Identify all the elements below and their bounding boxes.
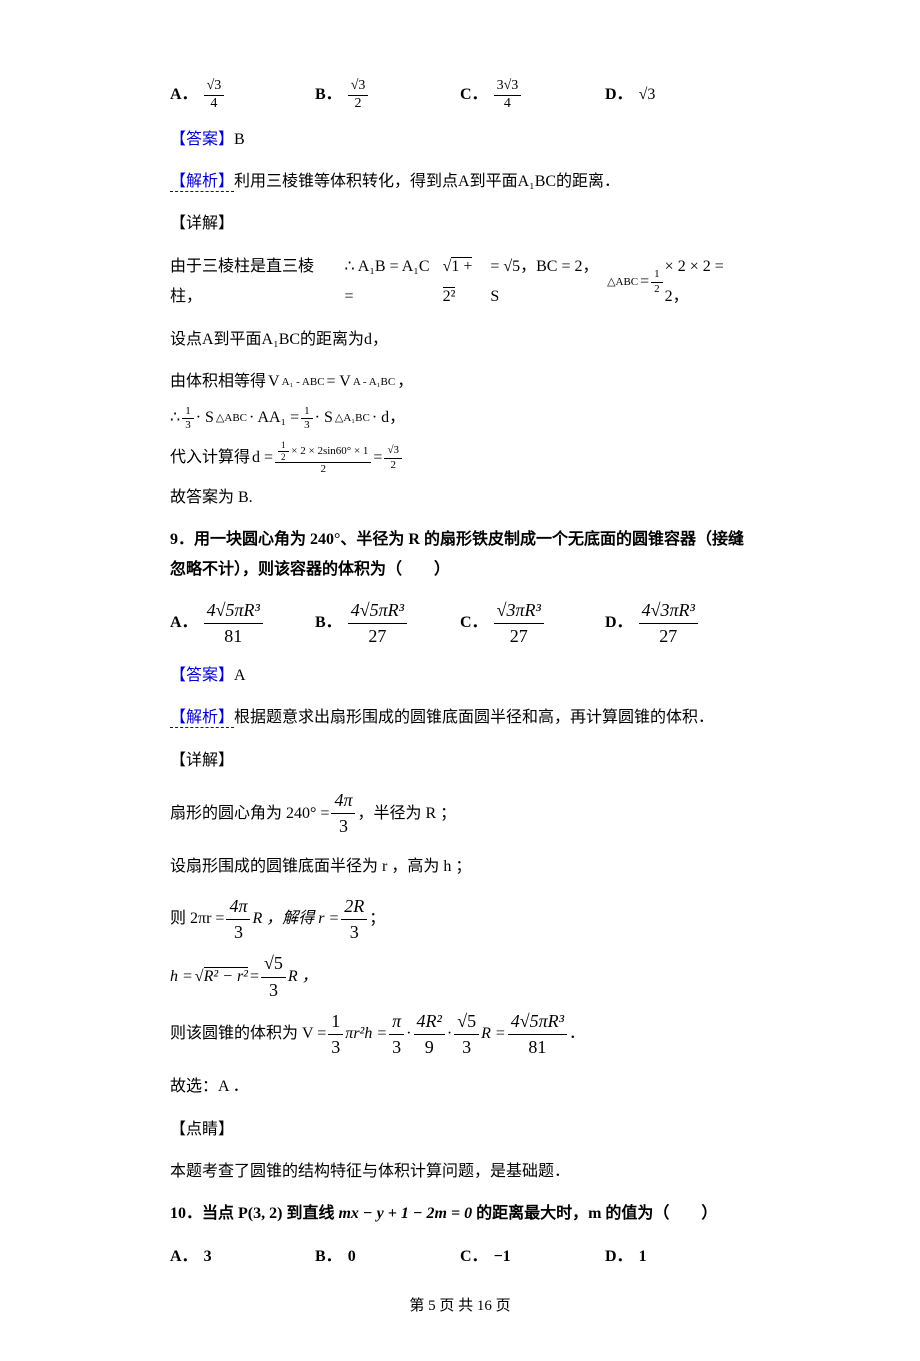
- option-label: A．: [170, 1242, 198, 1272]
- option-value: 1: [639, 1242, 647, 1272]
- q9-stem-text: 用一块圆心角为 240°、半径为 R 的扇形铁皮制成一个无底面的圆锥容器（接缝忽…: [170, 531, 744, 578]
- detail-tag: 【详解】: [170, 209, 750, 239]
- q9-line3: 则 2πr = 4π3 R ，解得 r = 2R3 ；: [170, 894, 750, 945]
- q10-stem: 10．当点 P(3, 2) 到直线 mx − y + 1 − 2m = 0 的距…: [170, 1199, 750, 1229]
- option-frac: 4√5πR³ 81: [204, 598, 263, 649]
- option-label: D．: [605, 80, 633, 110]
- detail-line-2: 设点A到平面A₁BC的距离为d，: [170, 325, 750, 355]
- detail-line-4: ∴ 13 · S△ABC · AA₁ = 13 · S△A₁BC · d，: [170, 403, 750, 433]
- parse-text: 利用三棱锥等体积转化，得到点A到平面A₁BC的距离．: [234, 173, 620, 190]
- q9-line4: h = √R² − r² = √53 R ，: [170, 951, 750, 1002]
- q9-number: 9．: [170, 531, 194, 548]
- option-label: B．: [315, 1242, 342, 1272]
- option-b: B． 4√5πR³ 27: [315, 598, 460, 649]
- option-frac: √3 4: [204, 78, 225, 113]
- option-value: 0: [348, 1242, 356, 1272]
- option-label: D．: [605, 608, 633, 638]
- q9-point-tag: 【点睛】: [170, 1115, 750, 1145]
- q9-parse-line: 【解析】根据题意求出扇形围成的圆锥底面圆半径和高，再计算圆锥的体积．: [170, 703, 750, 733]
- answer-line: 【答案】B: [170, 125, 750, 155]
- option-label: C．: [460, 1242, 488, 1272]
- option-a: A． √3 4: [170, 78, 315, 113]
- option-value: 3: [204, 1242, 212, 1272]
- option-a: A． 4√5πR³ 81: [170, 598, 315, 649]
- q9-line5: 则该圆锥的体积为 V = 13 πr²h = π3 · 4R²9 · √53 R…: [170, 1009, 750, 1060]
- option-frac: 4√3πR³ 27: [639, 598, 698, 649]
- option-value: −1: [494, 1242, 511, 1272]
- parse-text: 根据题意求出扇形围成的圆锥底面圆半径和高，再计算圆锥的体积．: [234, 709, 714, 726]
- option-label: B．: [315, 608, 342, 638]
- answer-tag: 【答案】: [170, 131, 234, 148]
- option-frac: √3πR³ 27: [494, 598, 544, 649]
- parse-tag: 【解析】: [170, 173, 234, 192]
- option-label: A．: [170, 608, 198, 638]
- option-label: A．: [170, 80, 198, 110]
- detail-line-3: 由体积相等得 VA₁ - ABC = VA - A₁BC ，: [170, 367, 750, 397]
- option-b: B． 0: [315, 1242, 460, 1272]
- parse-line: 【解析】利用三棱锥等体积转化，得到点A到平面A₁BC的距离．: [170, 167, 750, 197]
- page-footer: 第 5 页 共 16 页: [170, 1292, 750, 1321]
- q-top-options: A． √3 4 B． √3 2 C． 3√3 4 D． √3: [170, 78, 750, 113]
- option-c: C． 3√3 4: [460, 78, 605, 113]
- option-frac: 3√3 4: [494, 78, 522, 113]
- option-c: C． −1: [460, 1242, 605, 1272]
- parse-tag: 【解析】: [170, 709, 234, 728]
- option-label: C．: [460, 608, 488, 638]
- q9-line2: 设扇形围成的圆锥底面半径为 r ，高为 h ；: [170, 852, 750, 882]
- option-label: C．: [460, 80, 488, 110]
- q9-detail-tag: 【详解】: [170, 746, 750, 776]
- option-frac: 4√5πR³ 27: [348, 598, 407, 649]
- detail-line-5: 代入计算得 d = 12 × 2 × 2sin60° × 1 2 = √32: [170, 440, 750, 477]
- option-label: B．: [315, 80, 342, 110]
- option-b: B． √3 2: [315, 78, 460, 113]
- q10-options: A． 3 B． 0 C． −1 D． 1: [170, 1242, 750, 1272]
- detail-line-1: 由于三棱柱是直三棱柱， ∴ A₁B = A₁C = √1 + 2² = √5，B…: [170, 252, 750, 313]
- answer-value: B: [234, 131, 245, 148]
- detail-line-6: 故答案为 B.: [170, 483, 750, 513]
- q9-options: A． 4√5πR³ 81 B． 4√5πR³ 27 C． √3πR³ 27 D．…: [170, 598, 750, 649]
- q9-line6: 故选：A ．: [170, 1072, 750, 1102]
- q10-number: 10．: [170, 1205, 202, 1222]
- option-c: C． √3πR³ 27: [460, 598, 605, 649]
- option-d: D． 1: [605, 1242, 750, 1272]
- option-a: A． 3: [170, 1242, 315, 1272]
- answer-value: A: [234, 667, 246, 684]
- q9-answer-line: 【答案】A: [170, 661, 750, 691]
- option-frac: √3 2: [348, 78, 369, 113]
- q9-point-text: 本题考查了圆锥的结构特征与体积计算问题，是基础题．: [170, 1157, 750, 1187]
- q9-stem: 9．用一块圆心角为 240°、半径为 R 的扇形铁皮制成一个无底面的圆锥容器（接…: [170, 525, 750, 586]
- q9-line1: 扇形的圆心角为 240° = 4π3 ，半径为 R ；: [170, 788, 750, 839]
- option-d: D． √3: [605, 78, 750, 113]
- answer-tag: 【答案】: [170, 667, 234, 684]
- option-label: D．: [605, 1242, 633, 1272]
- option-d: D． 4√3πR³ 27: [605, 598, 750, 649]
- option-value: √3: [639, 80, 656, 110]
